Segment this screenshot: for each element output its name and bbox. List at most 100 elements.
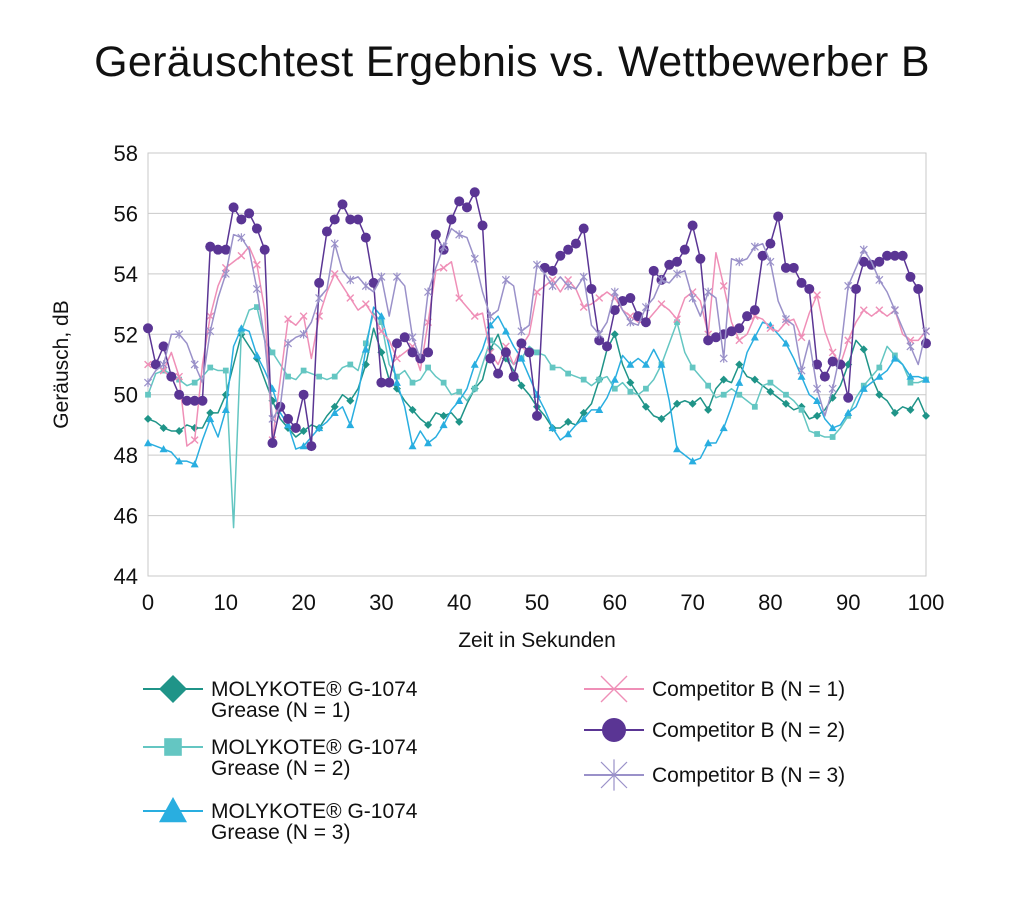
data-point: [547, 265, 558, 276]
data-point: [783, 391, 789, 398]
data-point: [461, 202, 472, 213]
data-point: [767, 379, 774, 386]
data-point: [284, 315, 292, 324]
data-point: [331, 373, 338, 380]
data-point: [859, 306, 868, 315]
x-axis-label: Zeit in Sekunden: [458, 629, 616, 652]
data-point: [207, 364, 214, 371]
x-tick-label: 0: [142, 590, 154, 615]
data-point: [859, 384, 868, 392]
data-point: [532, 260, 542, 270]
data-point: [735, 257, 744, 267]
data-point: [399, 332, 410, 343]
data-point: [284, 420, 293, 429]
data-point: [500, 347, 511, 358]
data-point: [679, 244, 690, 255]
data-point: [819, 371, 830, 382]
data-point: [368, 277, 379, 288]
data-point: [750, 375, 759, 384]
data-point: [470, 360, 479, 368]
x-tick-label: 80: [758, 590, 782, 615]
data-point: [455, 396, 464, 404]
data-point: [469, 187, 480, 198]
x-tick-label: 70: [680, 590, 704, 615]
y-tick-label: 52: [114, 322, 138, 347]
data-point: [765, 238, 776, 249]
data-point: [796, 277, 807, 288]
legend-item: Competitor B (N = 3): [584, 759, 845, 791]
legend-item: MOLYKOTE® G-1074 Grease (N = 2): [143, 736, 418, 780]
data-point: [610, 375, 619, 383]
data-point: [314, 277, 325, 288]
data-point: [594, 335, 605, 346]
data-point: [719, 423, 728, 432]
data-point: [377, 272, 386, 282]
data-point: [299, 426, 308, 435]
data-point: [827, 356, 838, 367]
data-point: [704, 439, 713, 447]
data-point: [703, 335, 714, 346]
legend-marker: [159, 797, 187, 823]
data-point: [221, 269, 230, 279]
data-point: [353, 214, 364, 225]
data-point: [159, 445, 168, 453]
data-point: [705, 382, 712, 389]
data-point: [750, 242, 759, 251]
data-point: [875, 372, 884, 380]
data-point: [159, 360, 168, 369]
data-point: [750, 333, 759, 341]
data-point: [440, 379, 447, 386]
data-point: [673, 399, 682, 408]
data-point: [876, 364, 883, 371]
data-point: [828, 423, 837, 432]
data-point: [181, 395, 192, 406]
data-point: [377, 312, 386, 320]
legend-label: Competitor B (N = 3): [652, 764, 845, 787]
plot-area: [147, 152, 927, 577]
data-point: [361, 281, 370, 291]
data-point: [347, 361, 354, 368]
data-point: [626, 378, 635, 387]
data-point: [315, 293, 324, 303]
data-point: [611, 385, 618, 392]
data-point: [283, 413, 294, 424]
data-point: [766, 257, 775, 267]
data-point: [798, 406, 805, 413]
data-point: [501, 327, 510, 335]
data-point: [285, 373, 291, 380]
data-point: [470, 312, 479, 321]
data-point: [454, 196, 465, 207]
data-point: [720, 391, 727, 398]
data-point: [394, 373, 400, 380]
data-point: [648, 265, 659, 276]
data-point: [643, 385, 649, 392]
x-tick-label: 40: [447, 590, 471, 615]
data-point: [579, 408, 588, 417]
data-point: [174, 389, 185, 400]
data-point: [205, 241, 216, 252]
data-point: [290, 422, 301, 433]
data-point: [377, 327, 386, 336]
data-point: [788, 262, 799, 273]
data-point: [549, 364, 556, 371]
data-point: [814, 431, 820, 437]
data-point: [889, 250, 900, 261]
data-point: [641, 402, 650, 411]
data-point: [346, 275, 355, 285]
data-point: [780, 262, 791, 273]
data-point: [144, 360, 152, 369]
data-point: [345, 214, 356, 225]
data-point: [565, 370, 571, 377]
legend-marker: [602, 718, 626, 742]
data-point: [534, 349, 540, 356]
data-point: [906, 372, 915, 380]
data-point: [299, 329, 308, 339]
legend-label-line: Grease (N = 2): [211, 757, 350, 780]
data-point: [361, 345, 370, 353]
data-point: [657, 360, 666, 368]
data-point: [439, 242, 448, 251]
data-point: [408, 405, 417, 414]
data-point: [579, 414, 588, 423]
data-point: [346, 294, 355, 302]
